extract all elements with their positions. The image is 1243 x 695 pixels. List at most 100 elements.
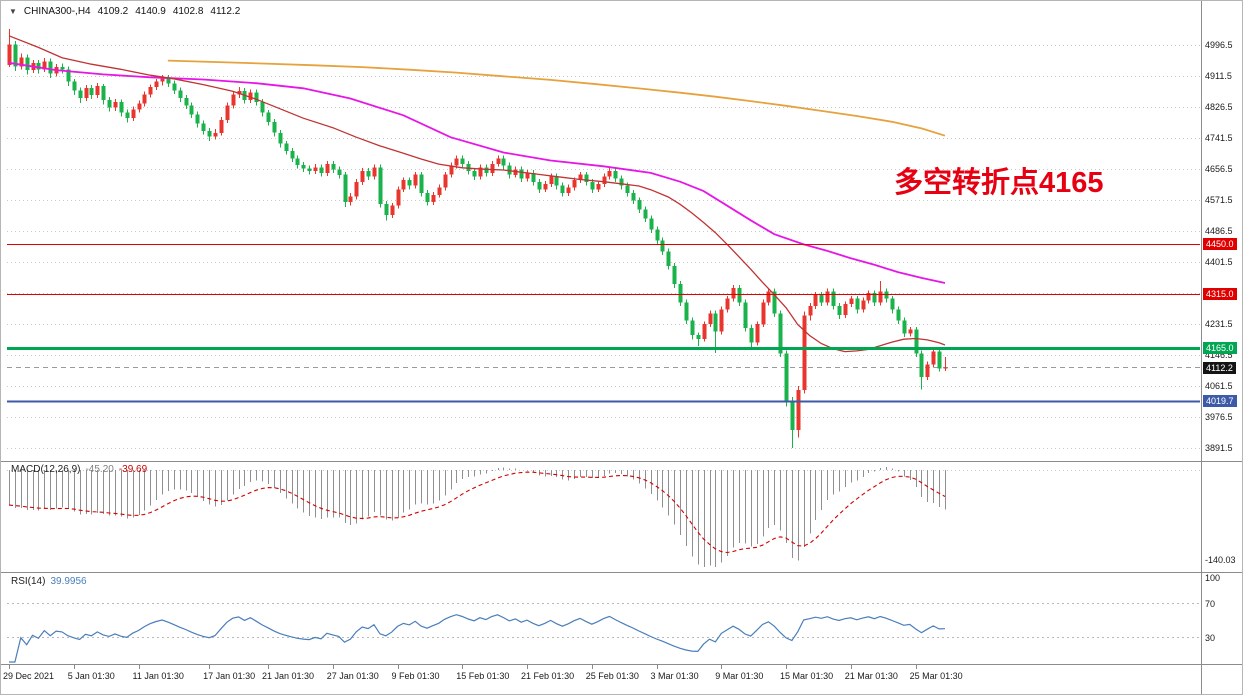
candle-body	[48, 61, 53, 74]
candle-body	[790, 400, 795, 430]
candle-body	[425, 193, 430, 203]
candle-body	[578, 174, 583, 181]
candle-body	[201, 123, 206, 131]
annotation-text: 多空转折点4165	[894, 167, 1104, 199]
candle-body	[702, 324, 707, 339]
candle-body	[766, 291, 771, 303]
rsi-indicator-label: RSI(14) 39.9956	[11, 576, 92, 587]
candle-body	[219, 120, 224, 133]
candlestick-series	[7, 29, 948, 448]
candle-body	[307, 168, 312, 172]
candle-body	[348, 196, 353, 203]
candle-body	[819, 295, 824, 303]
candle-body	[749, 327, 754, 343]
candle-body	[313, 167, 318, 171]
candle-body	[696, 335, 701, 339]
candle-body	[454, 158, 459, 166]
ohlc-low: 4102.8	[172, 6, 204, 17]
candle-body	[337, 169, 342, 175]
price-axis-label: 4571.5	[1205, 195, 1233, 205]
candle-body	[148, 87, 153, 95]
price-badge-4450.0[interactable]: 4450.0	[1203, 238, 1237, 250]
candle-body	[419, 174, 424, 193]
one-click-trading-icon[interactable]: ▼	[9, 7, 17, 16]
candle-body	[596, 183, 601, 190]
candle-body	[784, 353, 789, 401]
candle-body	[914, 329, 919, 354]
candle-body	[802, 315, 807, 390]
candle-body	[690, 320, 695, 336]
candle-body	[531, 172, 536, 182]
macd-value: -45.20	[85, 464, 114, 475]
candle-body	[501, 158, 506, 166]
candle-body	[643, 209, 648, 219]
candle-body	[666, 251, 671, 266]
candle-body	[266, 112, 271, 122]
candle-body	[519, 169, 524, 179]
candle-body	[107, 100, 112, 108]
candle-body	[213, 132, 218, 137]
candle-body	[725, 298, 730, 310]
price-axis-label: 4231.5	[1205, 319, 1233, 329]
candle-body	[549, 176, 554, 184]
ma-slow-orange	[167, 59, 946, 137]
candle-body	[649, 218, 654, 230]
candle-body	[125, 112, 130, 119]
candle-body	[808, 306, 813, 316]
candle-body	[354, 182, 359, 197]
candle-body	[719, 309, 724, 332]
candle-body	[78, 90, 83, 99]
price-badge-4315.0[interactable]: 4315.0	[1203, 288, 1237, 300]
candle-body	[131, 109, 136, 119]
candle-body	[413, 174, 418, 186]
candle-body	[231, 94, 236, 106]
time-axis-label: 9 Feb 01:30	[391, 671, 440, 681]
price-badge-4165.0[interactable]: 4165.0	[1203, 342, 1237, 354]
candle-body	[637, 200, 642, 210]
candle-body	[119, 101, 124, 113]
candle-body	[172, 83, 177, 91]
candle-body	[484, 167, 489, 173]
price-axis-label: 3891.5	[1205, 443, 1233, 453]
candle-body	[449, 165, 454, 175]
price-axis-label: 4911.5	[1205, 71, 1232, 81]
candle-body	[84, 87, 89, 99]
candle-body	[248, 92, 253, 100]
candle-body	[331, 163, 336, 170]
macd-axis-min-label: -140.03	[1205, 555, 1236, 565]
candle-body	[284, 143, 289, 151]
symbol-period: CHINA300-,H4	[23, 6, 91, 17]
rsi-axis-label: 70	[1205, 599, 1216, 609]
candle-body	[401, 180, 406, 190]
candle-body	[919, 353, 924, 378]
candle-body	[931, 351, 936, 365]
rsi-line	[9, 614, 946, 663]
candle-body	[160, 78, 165, 82]
candle-body	[761, 302, 766, 325]
time-axis[interactable]: 29 Dec 2021 5 Jan 01:30 11 Jan 01:30 17 Jan…	[1, 665, 1242, 694]
candle-body	[825, 291, 830, 303]
rsi-axis-label: 30	[1205, 633, 1216, 643]
candle-body	[890, 298, 895, 310]
candle-body	[407, 180, 412, 186]
candle-body	[66, 69, 71, 82]
candle-body	[537, 182, 542, 190]
candle-body	[731, 287, 736, 299]
price-axis-label: 4486.5	[1205, 226, 1233, 236]
price-badge-4019.7[interactable]: 4019.7	[1203, 395, 1237, 407]
ma-fast-red	[8, 35, 946, 353]
time-axis-label: 3 Mar 01:30	[650, 671, 699, 681]
candle-body	[325, 163, 330, 173]
candle-body	[937, 351, 942, 369]
candle-body	[625, 185, 630, 193]
time-axis-label: 29 Dec 2021	[3, 671, 55, 681]
time-axis-label: 21 Feb 01:30	[521, 671, 575, 681]
candle-body	[660, 240, 665, 252]
chart-title: ▼ CHINA300-,H4 4109.2 4140.9 4102.8 4112…	[9, 6, 240, 17]
candle-body	[861, 300, 866, 310]
ohlc-close: 4112.2	[210, 6, 241, 17]
price-axis[interactable]: 4996.5 4911.5 4826.5 4741.5 4656.5 4571.5 4486…	[1202, 1, 1242, 694]
candle-body	[678, 284, 683, 303]
price-axis-label: 4146.5	[1205, 350, 1233, 360]
